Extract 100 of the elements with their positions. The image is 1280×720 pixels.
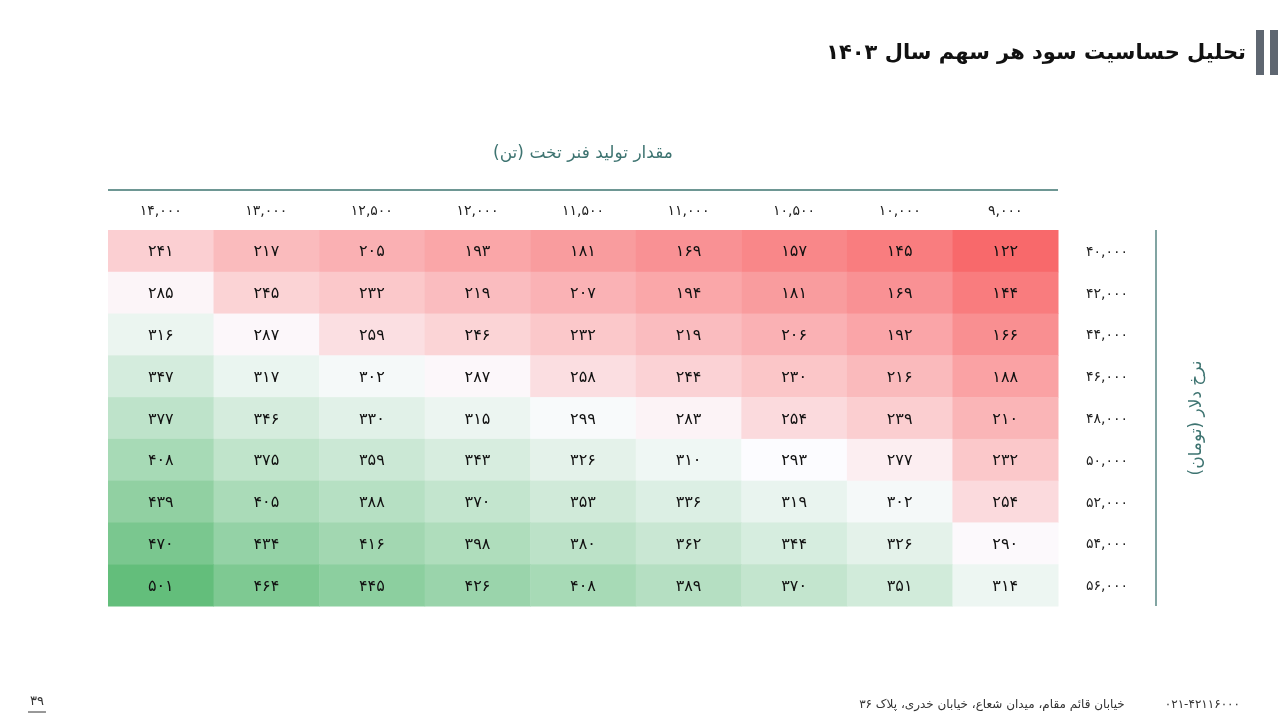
cell-label: ۳۲۶ bbox=[886, 533, 913, 553]
cell-label: ۳۰۲ bbox=[359, 366, 385, 386]
y-tick: ۵۰,۰۰۰ bbox=[1085, 451, 1129, 468]
cell-label: ۲۳۲ bbox=[992, 450, 1019, 470]
cell-label: ۱۵۷ bbox=[781, 241, 807, 261]
cell-label: ۴۴۵ bbox=[359, 575, 385, 595]
cell-label: ۴۰۸ bbox=[570, 575, 596, 595]
cell-label: ۳۳۰ bbox=[359, 408, 385, 428]
cell-label: ۳۶۲ bbox=[675, 533, 702, 553]
cell-label: ۴۲۶ bbox=[464, 575, 491, 595]
cell-label: ۳۱۷ bbox=[253, 366, 280, 386]
cell-label: ۱۹۳ bbox=[464, 241, 491, 261]
cell-label: ۱۹۲ bbox=[886, 324, 913, 344]
cell-label: ۴۰۵ bbox=[253, 492, 280, 512]
cell-label: ۲۳۹ bbox=[886, 408, 913, 428]
annotation: خیابان قائم مقام، میدان شعاع، خیابان خدری، پلاک ۳۶ bbox=[859, 697, 1125, 711]
cell-label: ۱۲۲ bbox=[992, 241, 1019, 261]
cell-label: ۲۹۳ bbox=[781, 450, 807, 470]
y-tick: ۵۴,۰۰۰ bbox=[1085, 535, 1129, 552]
cell-label: ۱۴۴ bbox=[992, 283, 1019, 303]
x-tick: ۱۲,۵۰۰ bbox=[350, 202, 393, 218]
cell-label: ۱۴۵ bbox=[886, 241, 913, 261]
y-tick: ۴۸,۰۰۰ bbox=[1085, 410, 1129, 426]
xlabel: مقدار تولید فنر تخت (تن) bbox=[493, 142, 673, 162]
ylabel: نرخ دلار (تومان) bbox=[1185, 360, 1205, 476]
cell-label: ۲۱۷ bbox=[253, 241, 280, 261]
x-tick: ۱۰,۰۰۰ bbox=[878, 202, 921, 218]
cell-label: ۲۴۶ bbox=[464, 324, 491, 344]
cell-label: ۲۹۰ bbox=[992, 533, 1019, 553]
annotation: ۳۹ bbox=[30, 692, 44, 708]
cell-label: ۳۸۸ bbox=[359, 492, 385, 512]
cell-label: ۳۲۶ bbox=[570, 450, 596, 470]
cell-label: ۲۰۶ bbox=[781, 324, 807, 344]
cell-label: ۲۵۹ bbox=[359, 324, 385, 344]
cell-label: ۲۱۹ bbox=[464, 283, 491, 303]
cell-label: ۳۷۰ bbox=[464, 492, 491, 512]
cell-label: ۲۱۹ bbox=[675, 324, 702, 344]
cell-label: ۳۴۷ bbox=[147, 366, 174, 386]
y-tick: ۴۶,۰۰۰ bbox=[1085, 368, 1129, 385]
cell-label: ۱۹۴ bbox=[675, 283, 702, 303]
x-tick: ۱۱,۰۰۰ bbox=[667, 202, 710, 218]
cell-label: ۳۸۹ bbox=[675, 575, 702, 595]
x-tick: ۱۳,۰۰۰ bbox=[245, 202, 288, 218]
x-tick: ۱۴,۰۰۰ bbox=[139, 202, 182, 218]
cell-label: ۴۳۹ bbox=[147, 492, 174, 512]
cell-label: ۱۸۱ bbox=[781, 283, 807, 303]
cell-label: ۴۰۸ bbox=[147, 450, 174, 470]
cell-label: ۲۳۲ bbox=[359, 283, 385, 303]
cell-label: ۳۷۷ bbox=[147, 408, 174, 428]
cell-label: ۱۶۹ bbox=[675, 241, 702, 261]
cell-label: ۲۰۷ bbox=[570, 283, 596, 303]
y-tick: ۴۲,۰۰۰ bbox=[1085, 284, 1129, 301]
cell-label: ۲۸۷ bbox=[253, 324, 280, 344]
cell-label: ۴۱۶ bbox=[359, 533, 385, 553]
cell-label: ۳۵۳ bbox=[570, 492, 596, 512]
cell-label: ۲۰۵ bbox=[359, 241, 385, 261]
cell-label: ۲۵۴ bbox=[781, 408, 807, 428]
cell-label: ۴۳۴ bbox=[253, 533, 280, 553]
cell-label: ۳۱۶ bbox=[147, 324, 174, 344]
cell-label: ۲۴۵ bbox=[253, 283, 280, 303]
y-tick: ۵۲,۰۰۰ bbox=[1085, 493, 1129, 510]
y-tick: ۴۴,۰۰۰ bbox=[1085, 326, 1129, 343]
cell-label: ۴۶۴ bbox=[253, 575, 280, 595]
cell-label: ۳۹۸ bbox=[464, 533, 491, 553]
cell-label: ۲۱۶ bbox=[886, 366, 913, 386]
cell-label: ۲۳۰ bbox=[781, 366, 807, 386]
cell-label: ۳۱۴ bbox=[992, 575, 1019, 595]
cell-label: ۳۰۲ bbox=[886, 492, 913, 512]
cell-label: ۱۶۹ bbox=[886, 283, 913, 303]
cell-label: ۴۷۰ bbox=[147, 533, 174, 553]
cell-label: ۳۴۶ bbox=[253, 408, 280, 428]
annotation: ۰۲۱-۴۲۱۱۶۰۰۰ bbox=[1164, 697, 1240, 711]
cell-label: ۳۱۹ bbox=[781, 492, 807, 512]
cell-label: ۳۷۰ bbox=[781, 575, 807, 595]
cell-label: ۲۵۴ bbox=[992, 492, 1019, 512]
cell-label: ۲۸۵ bbox=[147, 283, 174, 303]
cell-label: ۲۱۰ bbox=[992, 408, 1019, 428]
cell-label: ۲۷۷ bbox=[886, 450, 913, 470]
cell-label: ۱۸۸ bbox=[992, 366, 1019, 386]
x-tick: ۱۲,۰۰۰ bbox=[456, 202, 499, 218]
cell-label: ۱۸۱ bbox=[570, 241, 596, 261]
cell-label: ۳۸۰ bbox=[570, 533, 596, 553]
x-tick: ۱۰,۵۰۰ bbox=[773, 202, 816, 218]
title: تحلیل حساسیت سود هر سهم سال ۱۴۰۳ bbox=[826, 40, 1246, 64]
x-tick: ۹,۰۰۰ bbox=[987, 202, 1023, 218]
cell-label: ۳۴۳ bbox=[464, 450, 491, 470]
cell-label: ۳۴۴ bbox=[781, 533, 807, 553]
cell-label: ۱۶۶ bbox=[992, 324, 1019, 344]
cell-label: ۲۵۸ bbox=[570, 366, 596, 386]
cell-label: ۲۸۷ bbox=[464, 366, 491, 386]
cell-label: ۲۸۳ bbox=[675, 408, 702, 428]
cell-label: ۲۴۴ bbox=[675, 366, 702, 386]
y-tick: ۴۰,۰۰۰ bbox=[1085, 242, 1129, 259]
cell-label: ۲۴۱ bbox=[147, 241, 174, 261]
cell-label: ۳۱۰ bbox=[675, 450, 702, 470]
cell-label: ۳۵۹ bbox=[359, 450, 385, 470]
cell-label: ۳۳۶ bbox=[675, 492, 702, 512]
cell-label: ۵۰۱ bbox=[147, 575, 174, 595]
x-tick: ۱۱,۵۰۰ bbox=[561, 202, 605, 218]
y-tick: ۵۶,۰۰۰ bbox=[1085, 577, 1129, 594]
